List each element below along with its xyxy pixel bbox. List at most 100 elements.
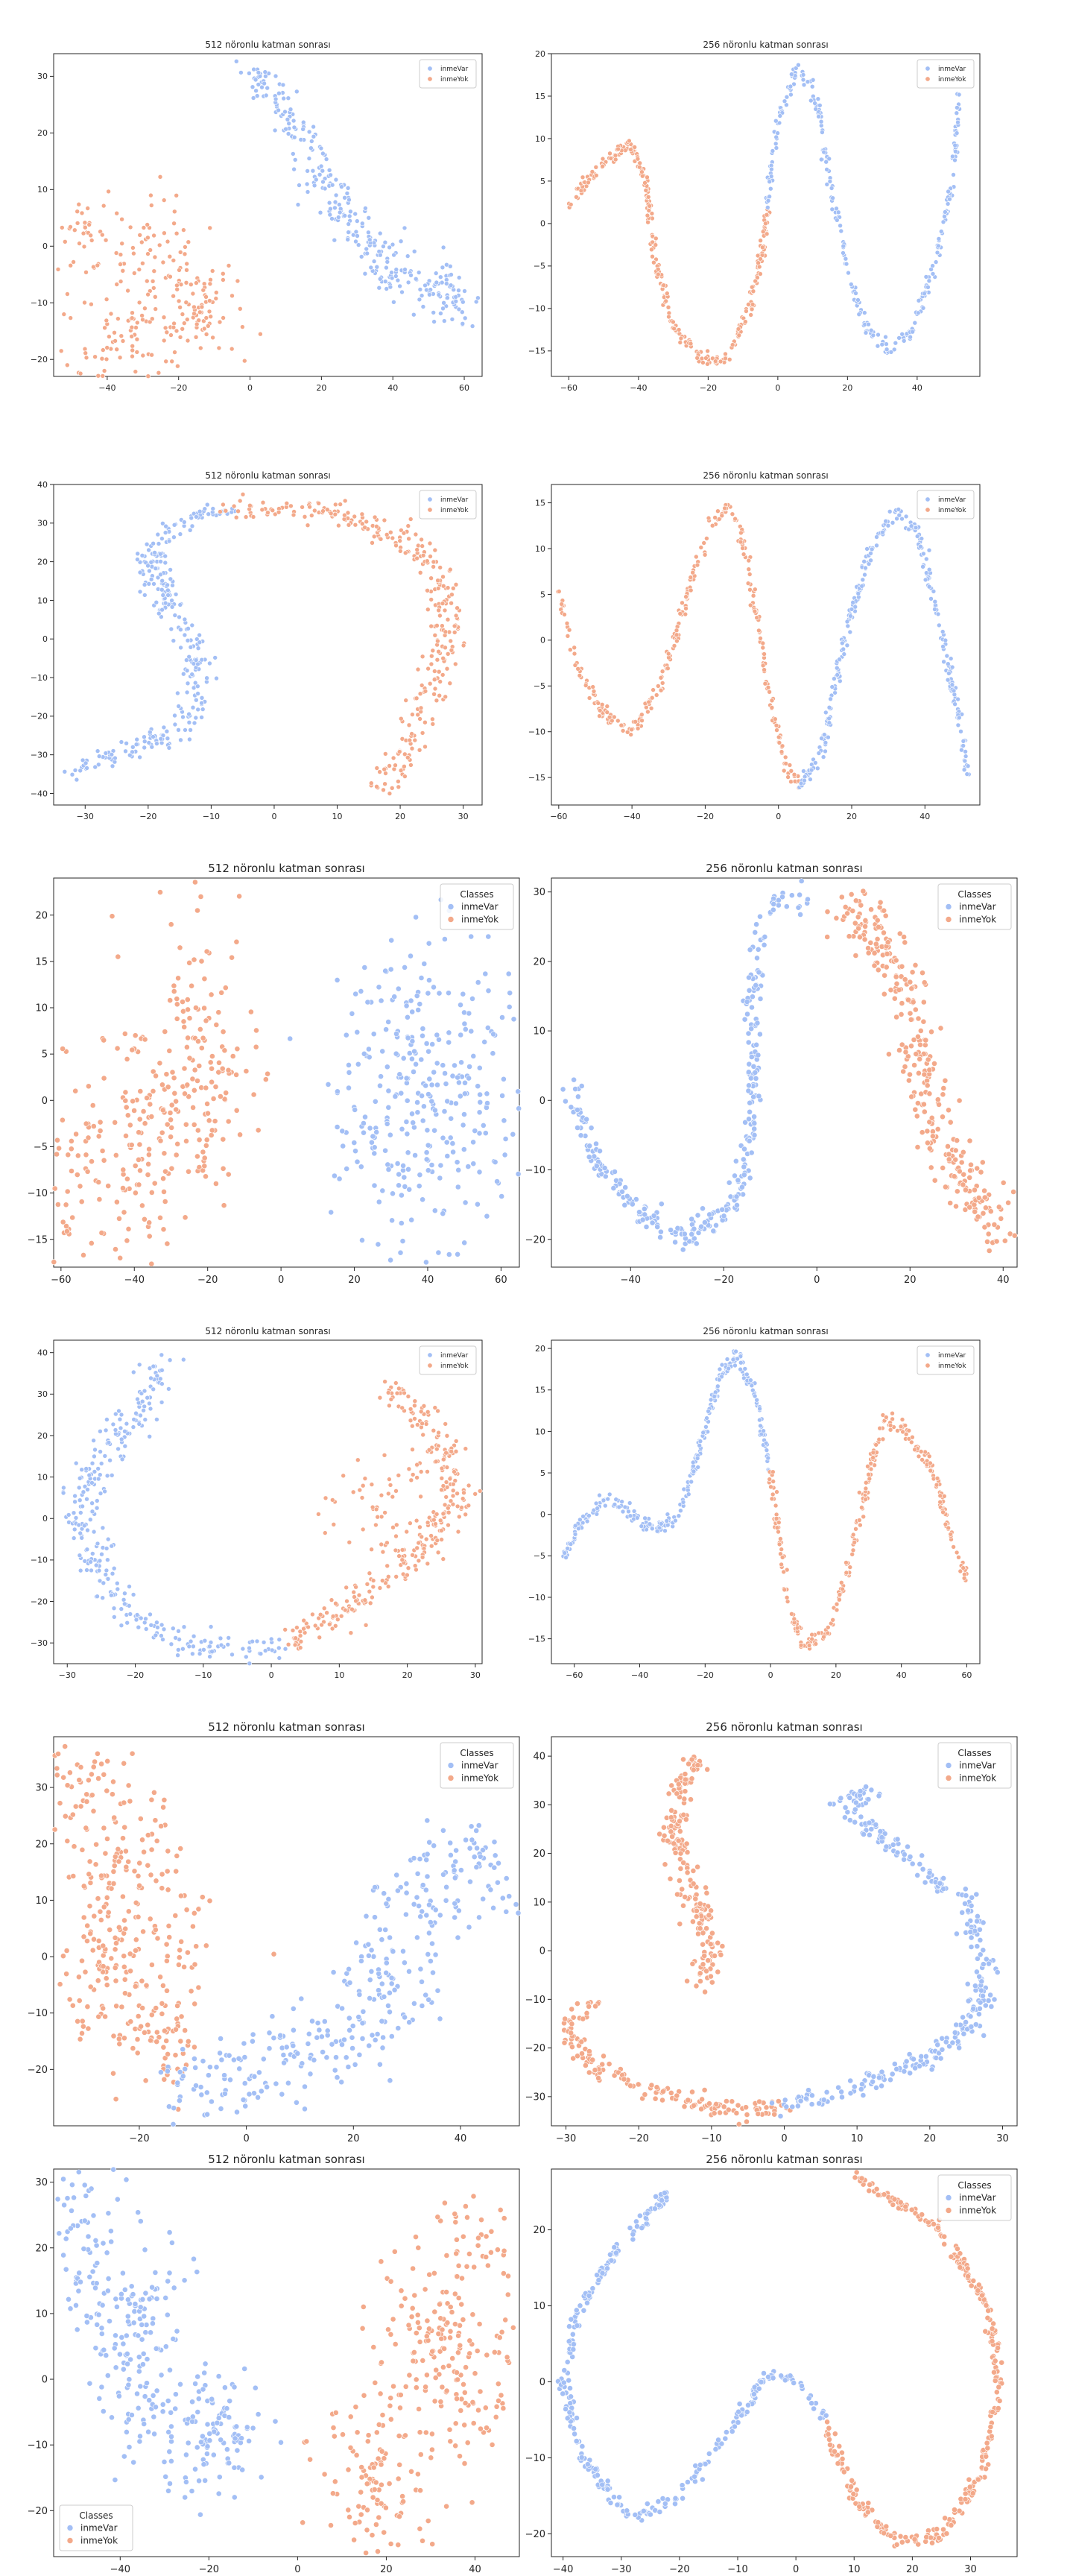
point-inmeVar [629,1201,636,1208]
point-inmeVar [835,665,840,671]
point-inmeYok [188,282,194,288]
point-inmeYok [360,1483,366,1489]
point-inmeYok [899,1041,905,1048]
point-inmeYok [966,1175,973,1181]
x-tick-label: 20 [347,2133,360,2144]
point-inmeYok [113,338,118,344]
point-inmeYok [166,1047,173,1054]
point-inmeYok [659,669,665,675]
point-inmeYok [113,250,119,256]
legend-label-inmeVar: inmeVar [440,1352,468,1360]
point-inmeYok [118,262,123,267]
point-inmeVar [436,990,443,997]
point-inmeYok [206,298,212,303]
point-inmeYok [649,695,655,701]
point-inmeVar [160,593,166,598]
point-inmeYok [863,1497,868,1502]
point-inmeYok [439,1537,444,1542]
point-inmeYok [208,314,214,320]
point-inmeYok [590,684,596,689]
point-inmeVar [348,209,353,215]
point-inmeVar [423,1259,429,1266]
point-inmeVar [122,1601,127,1607]
point-inmeVar [870,332,876,338]
point-inmeYok [118,252,124,257]
point-inmeYok [240,324,245,329]
point-inmeVar [449,1073,456,1079]
point-inmeYok [222,985,229,991]
point-inmeYok [184,1082,191,1088]
point-inmeYok [849,908,856,914]
point-inmeVar [501,1117,507,1124]
point-inmeVar [868,558,873,564]
point-inmeVar [371,259,377,264]
legend-box [419,59,477,89]
point-inmeVar [285,131,291,136]
point-inmeYok [292,1642,298,1648]
point-inmeYok [145,373,151,379]
point-inmeYok [55,1202,61,1208]
point-inmeYok [648,705,654,711]
point-inmeYok [759,244,765,250]
point-inmeYok [218,509,223,514]
point-inmeYok [117,355,123,361]
y-tick-label: 0 [42,242,48,251]
point-inmeVar [269,1647,275,1653]
point-inmeVar [752,1393,758,1399]
point-inmeYok [608,156,614,161]
point-inmeVar [71,1510,77,1515]
point-inmeVar [593,1163,600,1169]
point-inmeYok [443,1421,449,1427]
point-inmeYok [332,1623,338,1629]
point-inmeVar [572,1523,578,1529]
point-inmeVar [455,1184,461,1190]
point-inmeYok [125,288,130,294]
point-inmeVar [355,233,360,239]
point-inmeVar [475,1201,481,1208]
point-inmeVar [193,715,199,721]
point-inmeVar [109,1543,115,1549]
point-inmeVar [74,777,80,783]
y-tick-label: 20 [35,1839,48,1850]
point-inmeVar [113,1427,118,1433]
point-inmeYok [452,623,458,629]
point-inmeVar [77,768,83,774]
point-inmeYok [203,1173,209,1180]
point-inmeVar [922,291,927,297]
point-inmeYok [148,1190,155,1196]
point-inmeYok [448,638,454,644]
point-inmeYok [912,1447,917,1453]
point-inmeVar [423,1041,430,1046]
point-inmeVar [117,1416,123,1422]
point-inmeVar [77,1553,83,1558]
point-inmeVar [456,306,462,312]
point-inmeYok [779,743,785,749]
point-inmeYok [184,261,189,267]
point-inmeVar [662,1528,668,1533]
y-tick-label: 20 [35,910,48,921]
point-inmeVar [339,1128,346,1134]
x-tick-label: 60 [459,383,469,393]
point-inmeYok [961,1576,967,1581]
point-inmeVar [254,1638,260,1644]
point-inmeVar [879,341,885,347]
point-inmeVar [352,1107,358,1113]
y-tick-label: 5 [540,590,545,599]
point-inmeVar [190,704,196,710]
point-inmeYok [381,787,386,793]
point-inmeVar [694,1212,701,1219]
point-inmeYok [380,1549,386,1555]
point-inmeYok [693,554,699,560]
point-inmeYok [226,263,232,268]
point-inmeYok [437,1518,443,1524]
point-inmeYok [732,516,738,522]
point-inmeVar [382,279,388,284]
point-inmeVar [717,1366,723,1372]
y-tick-label: −10 [528,304,545,314]
point-inmeVar [779,894,785,900]
point-inmeYok [236,893,242,900]
point-inmeYok [196,1137,203,1143]
point-inmeVar [172,613,178,618]
point-inmeYok [174,1140,181,1147]
